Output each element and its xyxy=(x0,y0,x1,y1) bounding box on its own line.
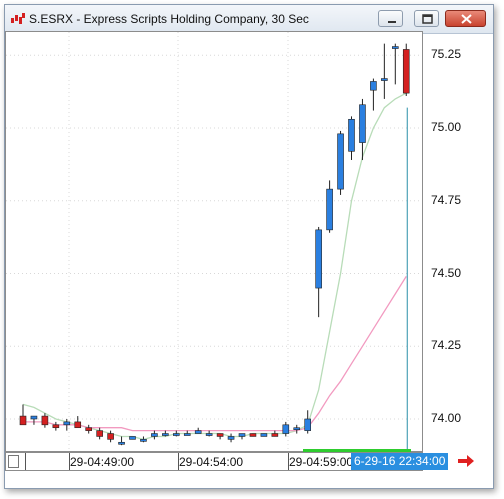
window-title: S.ESRX - Express Scripts Holding Company… xyxy=(29,12,309,26)
time-axis[interactable]: 29-04:49:00 29-04:54:00 29-04:59:00 6-29-16… xyxy=(5,452,449,471)
candle-body xyxy=(173,433,180,436)
candle-body xyxy=(151,433,158,437)
candle-body xyxy=(238,433,246,437)
candle-body xyxy=(183,433,191,436)
close-button[interactable] xyxy=(445,10,486,27)
candle-body xyxy=(194,430,202,434)
candle-body xyxy=(19,415,27,426)
price-tick-label: 74.50 xyxy=(431,265,462,280)
scroll-right-arrow-icon[interactable] xyxy=(456,454,476,468)
time-tick-label: 29-04:59:00 xyxy=(289,455,354,469)
candle-body xyxy=(402,49,410,94)
minimize-icon xyxy=(388,21,396,23)
candle-body xyxy=(30,415,38,420)
candle-body xyxy=(96,430,103,437)
candle-body xyxy=(370,81,377,91)
candle-body xyxy=(227,436,235,440)
candle-body xyxy=(271,433,279,437)
time-tick-mark xyxy=(178,453,179,470)
candle-body xyxy=(348,118,355,152)
maximize-icon xyxy=(422,14,433,24)
candle-body xyxy=(304,418,312,431)
axis-corner-box[interactable] xyxy=(8,455,19,468)
title-bar[interactable]: S.ESRX - Express Scripts Holding Company… xyxy=(5,5,493,34)
time-tick-label: 29-04:54:00 xyxy=(179,455,244,469)
candle-body xyxy=(381,78,388,81)
maximize-button[interactable] xyxy=(414,10,439,27)
candle-body xyxy=(337,133,344,190)
price-tick-label: 74.75 xyxy=(431,192,462,207)
minimize-button[interactable] xyxy=(378,10,403,27)
price-tick-label: 75.00 xyxy=(431,120,462,135)
close-icon xyxy=(461,14,472,24)
candle-body xyxy=(293,427,301,431)
candlestick-chart xyxy=(6,32,422,451)
candle-body xyxy=(315,229,322,289)
volume-indicator-bar xyxy=(303,449,411,452)
candle-body xyxy=(249,433,257,437)
candle-body xyxy=(326,188,333,231)
candle-body xyxy=(359,104,366,143)
moving-average-line xyxy=(23,276,407,432)
time-tick-mark xyxy=(25,453,26,470)
time-tick-mark xyxy=(69,453,70,470)
chart-app-icon xyxy=(11,13,25,24)
candle-body xyxy=(63,421,71,426)
time-tick-label: 29-04:49:00 xyxy=(70,455,135,469)
candle-body xyxy=(41,415,49,426)
candle-body xyxy=(205,433,213,436)
candle-body xyxy=(162,433,169,436)
cursor-time-label: 6-29-16 22:34:00 xyxy=(351,453,449,470)
candle-body xyxy=(107,433,114,440)
price-tick-label: 74.00 xyxy=(431,410,462,425)
candle-body xyxy=(74,421,82,429)
time-tick-mark xyxy=(288,453,289,470)
candle-body xyxy=(118,441,125,445)
candle-body xyxy=(52,424,60,429)
candle-body xyxy=(129,436,136,440)
candle-body xyxy=(216,433,224,437)
price-chart-area[interactable] xyxy=(5,31,423,452)
candle-body xyxy=(391,46,399,49)
candle-body xyxy=(85,427,92,431)
candle-body xyxy=(140,439,147,442)
price-tick-label: 75.25 xyxy=(431,47,462,62)
price-tick-label: 74.25 xyxy=(431,338,462,353)
candle-body xyxy=(260,433,268,437)
candle-body xyxy=(282,424,290,434)
price-axis[interactable]: 75.25 75.00 74.75 74.50 74.25 74.00 xyxy=(423,31,491,452)
